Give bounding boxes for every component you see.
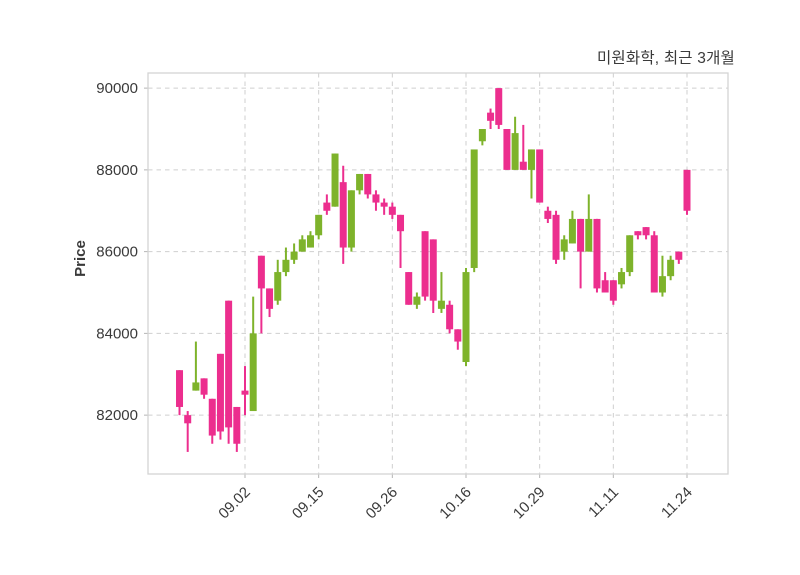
candle-body (315, 214, 323, 236)
x-tick-label: 09.15 (289, 484, 328, 523)
candle-body (208, 398, 216, 436)
candle-body (429, 239, 437, 301)
candle-body (380, 202, 388, 207)
candle-body (331, 153, 339, 207)
candle-body (249, 333, 257, 412)
candle-body (519, 161, 527, 170)
candle-body (225, 300, 233, 428)
candle-body (470, 149, 478, 268)
candle-body (413, 296, 421, 305)
candle-body (266, 288, 274, 309)
candle-body (446, 304, 454, 330)
candle-body (593, 218, 601, 289)
candle-body (298, 239, 306, 252)
candle-body (585, 218, 593, 252)
candle-body (650, 235, 658, 293)
candle-body (511, 133, 519, 170)
y-tick-label: 82000 (96, 407, 138, 424)
candle-body (487, 112, 495, 121)
candle-body (552, 214, 560, 260)
candle-body (462, 272, 470, 362)
candle-body (544, 210, 552, 219)
candle-body (683, 169, 691, 211)
candle-body (347, 190, 355, 248)
candle-body (568, 218, 576, 244)
candle-body (495, 88, 503, 125)
candle-body (282, 259, 290, 273)
candle-body (257, 255, 265, 289)
candle-body (609, 280, 617, 301)
y-tick-label: 88000 (96, 162, 138, 179)
candle-body (274, 272, 282, 301)
candle-body (618, 272, 626, 285)
candle-body (233, 406, 241, 444)
candle-body (601, 280, 609, 293)
x-tick-label: 09.02 (215, 484, 254, 523)
candle-body (184, 415, 192, 424)
candle-body (388, 206, 396, 215)
x-tick-label: 09.26 (363, 484, 402, 523)
candle-body (536, 149, 544, 203)
candle-body (658, 276, 666, 293)
y-tick-label: 90000 (96, 80, 138, 97)
x-tick-label: 11.11 (585, 484, 622, 521)
candle-body (372, 194, 380, 203)
x-tick-label: 10.29 (510, 484, 549, 523)
candle-body (634, 231, 642, 236)
candle-body (675, 251, 683, 260)
x-tick-label: 10.16 (436, 484, 475, 523)
candle-body (626, 235, 634, 273)
candle-body (437, 300, 445, 309)
chart-title: 미원화학, 최근 3개월 (596, 50, 735, 67)
candle-body (560, 239, 568, 252)
candle-body (503, 129, 511, 170)
candle-body (306, 235, 314, 248)
candle-body (421, 231, 429, 297)
y-tick-label: 84000 (96, 325, 138, 342)
y-tick-label: 86000 (96, 244, 138, 261)
candle-body (356, 173, 364, 191)
candle-body (339, 182, 347, 248)
candle-body (192, 382, 200, 391)
candle-body (397, 214, 405, 232)
candle-body (364, 173, 372, 195)
plot-frame (147, 72, 729, 475)
candle-body (478, 129, 486, 142)
candle-body (216, 353, 224, 432)
candle-body (323, 202, 331, 211)
candle-body (527, 149, 535, 170)
x-tick-label: 11.24 (658, 484, 696, 522)
candle-body (176, 370, 184, 407)
candle-body (290, 251, 298, 260)
candle-body (667, 259, 675, 277)
candle-body (241, 390, 249, 395)
candle-body (642, 227, 650, 236)
candle-body (577, 218, 585, 252)
candle-body (405, 272, 413, 305)
candle-body (454, 329, 462, 342)
candle-body (200, 378, 208, 395)
